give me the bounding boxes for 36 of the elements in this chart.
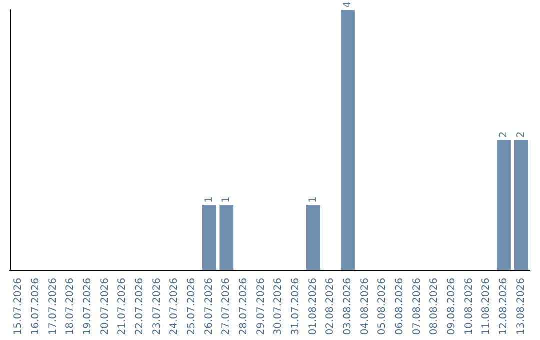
x-tick-label: 02.08.2026 [325,278,336,336]
x-tick-label: 04.08.2026 [360,278,371,336]
x-tick-label: 30.07.2026 [273,278,284,336]
x-tick-label: 06.08.2026 [394,278,406,336]
data-label: 2 [516,132,527,138]
x-tick-label: 10.08.2026 [464,278,475,336]
x-tick-label: 12.08.2026 [498,278,510,336]
x-tick-label: 13.08.2026 [516,278,527,336]
x-tick-label: 28.07.2026 [238,278,250,336]
data-label: 4 [342,2,354,8]
x-tick-label: 31.07.2026 [290,278,302,336]
x-tick-label: 17.07.2026 [48,278,59,336]
x-tick-label: 27.07.2026 [221,278,232,336]
data-label: 1 [204,196,215,203]
data-label: 2 [498,132,510,138]
x-tick-label: 03.08.2026 [342,278,354,336]
x-tick-label: 25.07.2026 [186,278,198,336]
x-tick-label: 05.08.2026 [377,278,388,336]
x-tick-label: 07.08.2026 [412,278,423,336]
x-tick-label: 29.07.2026 [256,278,267,336]
x-tick-label: 09.08.2026 [446,278,458,336]
x-tick-label: 26.07.2026 [204,278,215,336]
x-tick-label: 08.08.2026 [429,278,440,336]
x-tick-label: 23.07.2026 [152,278,163,336]
x-tick-label: 21.07.2026 [117,278,128,336]
data-label: 1 [308,196,319,203]
x-tick-label: 22.07.2026 [134,278,146,336]
x-tick-label: 01.08.2026 [308,278,319,336]
x-tick-label: 15.07.2026 [13,278,24,336]
x-tick-label: 24.07.2026 [169,278,180,336]
x-tick-label: 20.07.2026 [100,278,111,336]
data-label: 1 [221,196,232,203]
x-tick-label: 18.07.2026 [65,278,76,336]
x-tick-label: 16.07.2026 [30,278,42,336]
x-tick-label: 11.08.2026 [481,278,492,336]
x-tick-label: 19.07.2026 [82,278,94,336]
